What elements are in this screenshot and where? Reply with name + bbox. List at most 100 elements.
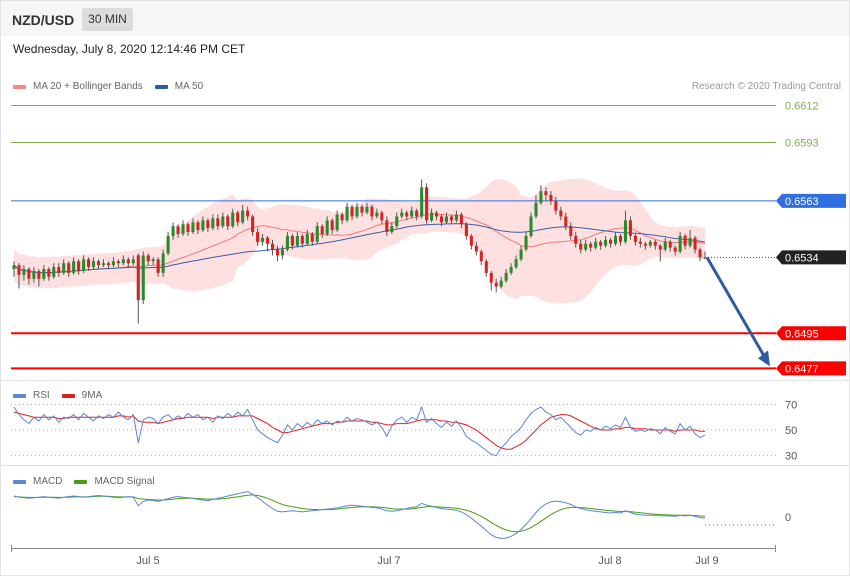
candle-down bbox=[549, 195, 553, 201]
candle-down bbox=[385, 220, 389, 233]
candle-up bbox=[355, 206, 359, 217]
candle-up bbox=[315, 226, 319, 242]
candle-down bbox=[350, 206, 354, 217]
candle-down bbox=[330, 220, 334, 231]
candle-up bbox=[151, 259, 155, 262]
legend-item-9ma: 9MA bbox=[61, 390, 102, 401]
legend-label-ma50: MA 50 bbox=[174, 81, 204, 92]
candle-down bbox=[425, 187, 429, 221]
level-tag-0.6495 bbox=[776, 326, 846, 341]
candle-up bbox=[166, 235, 170, 254]
rsi-9ma-line bbox=[13, 411, 705, 450]
candle-down bbox=[176, 226, 180, 234]
candle-down bbox=[370, 206, 374, 217]
candle-down bbox=[156, 259, 160, 273]
candle-up bbox=[101, 263, 106, 266]
candle-down bbox=[464, 224, 468, 236]
chart-header: NZD/USD 30 MIN bbox=[1, 1, 849, 36]
ma20-line bbox=[13, 213, 706, 274]
candle-up bbox=[52, 267, 56, 277]
candle-down bbox=[609, 239, 613, 244]
candle-down bbox=[574, 235, 578, 244]
x-tick-label: Jul 5 bbox=[136, 555, 159, 567]
candle-down bbox=[579, 243, 583, 250]
candle-up bbox=[430, 212, 434, 221]
candle-down bbox=[251, 216, 255, 233]
candle-down bbox=[449, 216, 454, 221]
level-label-0.6477: 0.6477 bbox=[785, 363, 819, 375]
candle-down bbox=[246, 210, 250, 217]
legend-swatch-macd-signal bbox=[74, 479, 88, 484]
candle-down bbox=[116, 261, 120, 264]
candle-down bbox=[290, 235, 294, 246]
legend-label-ma20: MA 20 + Bollinger Bands bbox=[33, 81, 143, 92]
legend-swatch-9ma bbox=[61, 393, 75, 398]
candle-up bbox=[390, 226, 394, 233]
legend-item-rsi: RSI bbox=[13, 390, 50, 401]
x-axis: Jul 5 Jul 7 Jul 8 Jul 9 bbox=[11, 545, 776, 567]
candle-down bbox=[474, 245, 478, 252]
legend-item-ma20: MA 20 + Bollinger Bands bbox=[13, 81, 143, 92]
candle-up bbox=[509, 267, 513, 273]
candle-up bbox=[519, 249, 523, 260]
candle-up bbox=[584, 243, 588, 250]
candle-up bbox=[524, 235, 528, 250]
candle-down bbox=[569, 226, 573, 236]
rsi-legend: RSI 9MA bbox=[13, 390, 114, 401]
candle-up bbox=[91, 261, 96, 268]
candle-up bbox=[12, 265, 16, 270]
candle-up bbox=[648, 241, 652, 246]
candle-down bbox=[489, 272, 493, 283]
candle-up bbox=[594, 241, 598, 248]
candle-down bbox=[47, 269, 51, 277]
projection-arrow-head bbox=[758, 350, 770, 367]
candle-up bbox=[534, 202, 538, 217]
rsi-panel: 30 50 70 bbox=[11, 399, 797, 463]
candle-up bbox=[395, 216, 399, 227]
legend-label-macd-signal: MACD Signal bbox=[94, 476, 155, 487]
candle-up bbox=[32, 270, 36, 279]
candle-down bbox=[196, 222, 200, 231]
candle-down bbox=[544, 191, 548, 196]
candle-down bbox=[698, 249, 702, 258]
candle-down bbox=[380, 212, 384, 221]
candle-up bbox=[703, 257, 707, 259]
legend-label-rsi: RSI bbox=[33, 390, 50, 401]
candle-down bbox=[589, 243, 593, 248]
price-legend: MA 20 + Bollinger Bands MA 50 bbox=[13, 81, 215, 92]
candle-down bbox=[360, 206, 364, 213]
candle-up bbox=[539, 191, 543, 203]
candle-up bbox=[22, 269, 26, 275]
candle-down bbox=[37, 270, 41, 279]
candle-up bbox=[375, 212, 379, 217]
candle-down bbox=[186, 224, 190, 233]
candle-down bbox=[559, 210, 563, 217]
candle-up bbox=[365, 206, 369, 213]
candle-down bbox=[554, 200, 558, 211]
timeframe-badge[interactable]: 30 MIN bbox=[82, 8, 133, 31]
candle-up bbox=[688, 237, 692, 246]
candle-down bbox=[216, 218, 220, 227]
candle-up bbox=[141, 255, 145, 301]
candle-down bbox=[136, 255, 140, 301]
legend-swatch-macd bbox=[13, 479, 26, 484]
candle-up bbox=[211, 218, 215, 229]
candle-down bbox=[628, 220, 632, 236]
candle-down bbox=[275, 249, 280, 256]
candle-down bbox=[310, 233, 314, 242]
candle-down bbox=[236, 212, 240, 223]
candle-up bbox=[345, 206, 349, 221]
candle-up bbox=[171, 226, 175, 236]
legend-swatch-ma20 bbox=[13, 84, 26, 89]
legend-label-macd: MACD bbox=[33, 476, 63, 487]
level-label-0.6612: 0.6612 bbox=[785, 100, 819, 112]
candle-up bbox=[161, 253, 165, 273]
candle-down bbox=[439, 216, 444, 223]
x-tick-label: Jul 7 bbox=[377, 555, 400, 567]
candle-up bbox=[62, 263, 66, 273]
candle-down bbox=[469, 235, 473, 246]
candle-up bbox=[305, 233, 309, 244]
candle-up bbox=[613, 235, 618, 244]
candle-up bbox=[335, 214, 339, 231]
candle-up bbox=[241, 210, 245, 223]
